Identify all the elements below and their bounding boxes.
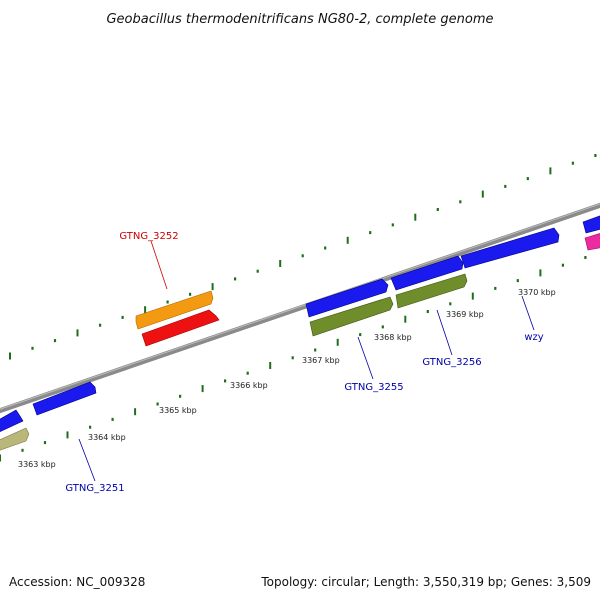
scale-label-3369: 3369 kbp xyxy=(446,310,484,319)
gene-label-gtng-3255[interactable]: GTNG_3255 xyxy=(344,382,403,393)
lower-tick-track xyxy=(0,256,587,462)
gene-label-gtng-3252[interactable]: GTNG_3252 xyxy=(119,231,178,242)
leader-wzy xyxy=(521,295,535,331)
gene-blue-mid[interactable] xyxy=(305,278,389,318)
gene-labels: GTNG_3252 GTNG_3251 GTNG_3255 GTNG_3256 … xyxy=(65,231,543,494)
gene-blue-right-1[interactable] xyxy=(390,255,464,291)
genome-backbone-highlight xyxy=(0,203,600,410)
gene-label-wzy[interactable]: wzy xyxy=(524,332,543,343)
gene-olive-3255[interactable] xyxy=(309,296,394,337)
upper-tick-track xyxy=(9,154,597,360)
accession-text: Accession: NC_009328 xyxy=(9,575,145,589)
gene-blue-right-2[interactable] xyxy=(460,227,560,269)
leader-gtng-3256 xyxy=(436,309,453,356)
gene-label-gtng-3251[interactable]: GTNG_3251 xyxy=(65,483,124,494)
scale-label-3364: 3364 kbp xyxy=(88,433,126,442)
gene-label-gtng-3256[interactable]: GTNG_3256 xyxy=(422,357,481,368)
gene-leaders xyxy=(78,240,535,482)
scale-label-3363: 3363 kbp xyxy=(18,460,56,469)
gene-pink-far-right[interactable] xyxy=(584,232,600,251)
gene-blue-far-right[interactable] xyxy=(582,214,600,234)
scale-label-3366: 3366 kbp xyxy=(230,381,268,390)
gene-features xyxy=(0,214,600,452)
scale-label-3367: 3367 kbp xyxy=(302,356,340,365)
gene-red[interactable] xyxy=(141,309,220,347)
gene-blue-left-2[interactable] xyxy=(32,381,97,416)
scale-label-3365: 3365 kbp xyxy=(159,406,197,415)
scale-label-3370: 3370 kbp xyxy=(518,288,556,297)
genome-backbone xyxy=(0,202,600,414)
gene-blue-left-1[interactable] xyxy=(0,409,24,434)
gene-olive-3256[interactable] xyxy=(395,273,468,309)
scale-labels: 3363 kbp 3364 kbp 3365 kbp 3366 kbp 3367… xyxy=(18,288,556,469)
scale-label-3368: 3368 kbp xyxy=(374,333,412,342)
gene-khaki-left[interactable] xyxy=(0,427,30,452)
leader-gtng-3255 xyxy=(357,336,374,380)
leader-gtng-3252 xyxy=(150,240,168,290)
topology-text: Topology: circular; Length: 3,550,319 bp… xyxy=(260,575,591,589)
gene-orange[interactable] xyxy=(135,290,214,330)
map-title: Geobacillus thermodenitrificans NG80-2, … xyxy=(106,12,493,27)
leader-gtng-3251 xyxy=(78,438,96,482)
